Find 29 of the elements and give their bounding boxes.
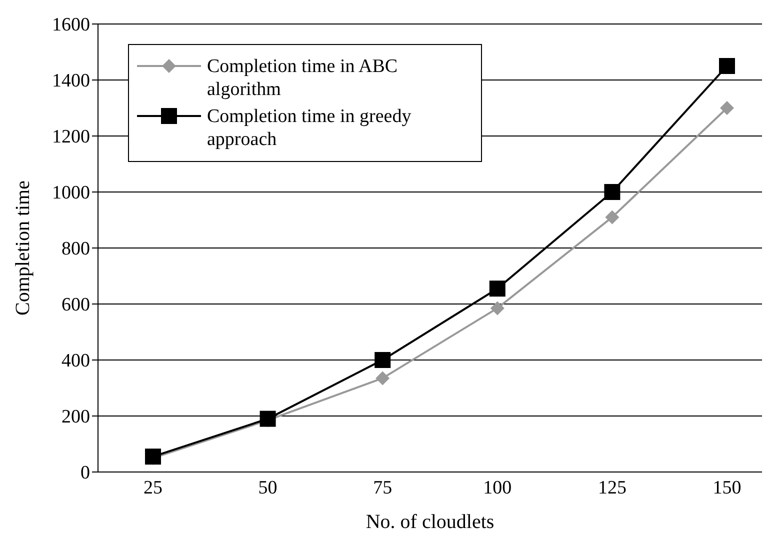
x-tick-label: 50 <box>258 477 278 498</box>
x-tick-label: 75 <box>373 477 392 498</box>
point <box>719 58 735 74</box>
point <box>260 410 276 427</box>
x-tick-label: 125 <box>598 477 626 498</box>
y-tick-label: 400 <box>62 350 90 372</box>
y-tick-label: 0 <box>80 462 90 484</box>
point <box>374 352 391 368</box>
x-tick-label: 25 <box>144 477 162 498</box>
legend-label: Completion time in ABC algorithm <box>207 55 399 101</box>
y-tick-label: 200 <box>62 406 90 428</box>
y-tick-label: 1600 <box>52 14 90 36</box>
point <box>489 280 506 297</box>
y-tick-label: 600 <box>62 294 90 316</box>
point <box>490 301 504 316</box>
legend-label: Completion time in greedy approach <box>207 105 412 151</box>
y-tick-label: 800 <box>62 238 90 260</box>
y-axis-title: Completion time <box>12 180 34 316</box>
y-tick-label: 1400 <box>52 70 90 92</box>
x-axis-title: No. of cloudlets <box>366 511 494 533</box>
y-tick-label: 1200 <box>52 126 90 148</box>
point <box>604 184 620 200</box>
point <box>145 448 161 465</box>
y-tick-label: 1000 <box>52 182 90 204</box>
x-tick-label: 100 <box>483 477 512 498</box>
point <box>605 210 620 224</box>
point <box>376 371 390 386</box>
point <box>720 101 734 115</box>
x-tick-label: 150 <box>712 477 742 498</box>
